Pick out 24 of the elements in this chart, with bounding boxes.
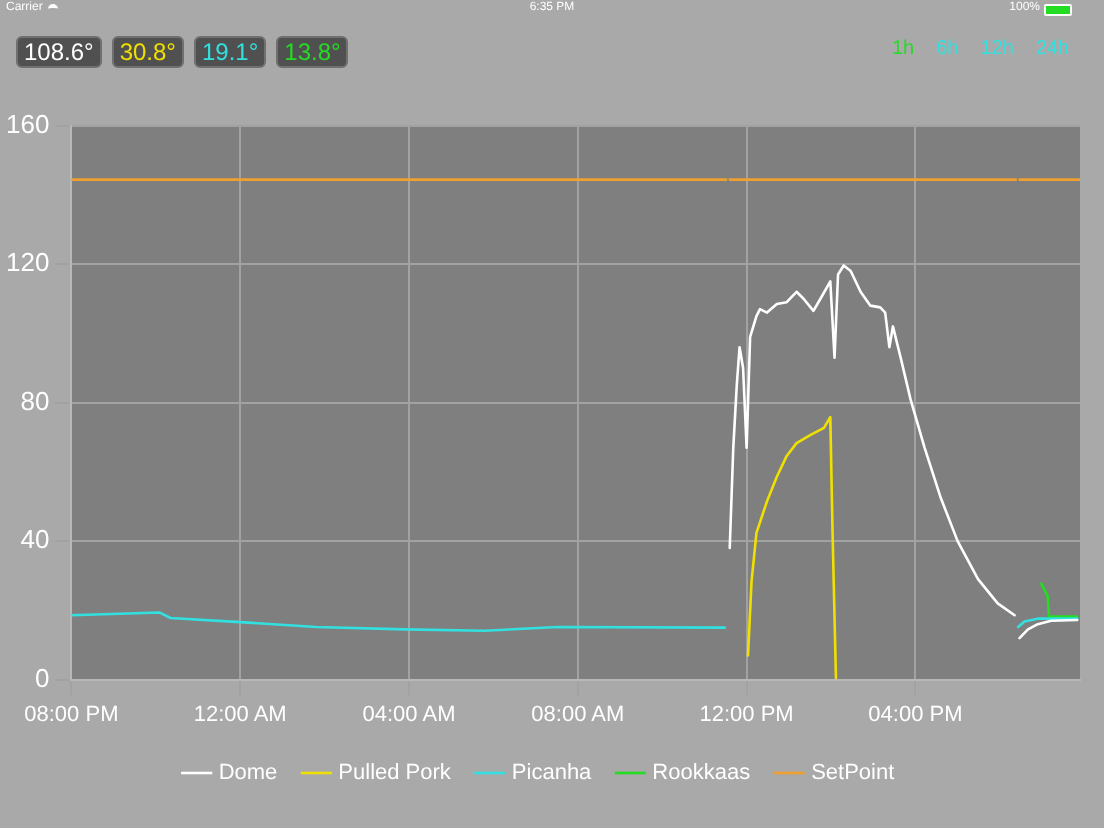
legend-label: Picanha bbox=[511, 761, 594, 786]
text: 108.6° bbox=[16, 36, 102, 68]
legend-label: Rookkaas bbox=[652, 761, 752, 786]
x-tick-label: 12:00 PM bbox=[699, 702, 794, 727]
x-tick-label: 04:00 PM bbox=[868, 702, 963, 727]
legend-label: Pulled Pork bbox=[338, 761, 452, 786]
text: 12h bbox=[980, 36, 1014, 64]
x-tick-label: 08:00 AM bbox=[531, 702, 625, 727]
text: 13.8° bbox=[276, 36, 349, 68]
y-tick-label: 0 bbox=[34, 662, 50, 693]
legend-label: SetPoint bbox=[811, 761, 895, 786]
legend-label: Dome bbox=[218, 761, 278, 786]
x-tick-label: 04:00 AM bbox=[362, 702, 456, 727]
text: 30.8° bbox=[111, 36, 184, 68]
text: 19.1° bbox=[193, 36, 267, 68]
x-tick-label: 12:00 AM bbox=[193, 702, 287, 727]
x-tick-label: 08:00 PM bbox=[24, 702, 119, 727]
y-tick-label: 80 bbox=[20, 385, 50, 416]
y-tick-label: 120 bbox=[5, 247, 50, 278]
text: 1h bbox=[892, 36, 915, 64]
text: 6h bbox=[936, 36, 959, 64]
y-tick-label: 160 bbox=[5, 108, 50, 139]
text: 24h bbox=[1035, 36, 1070, 64]
y-tick-label: 40 bbox=[20, 524, 50, 555]
